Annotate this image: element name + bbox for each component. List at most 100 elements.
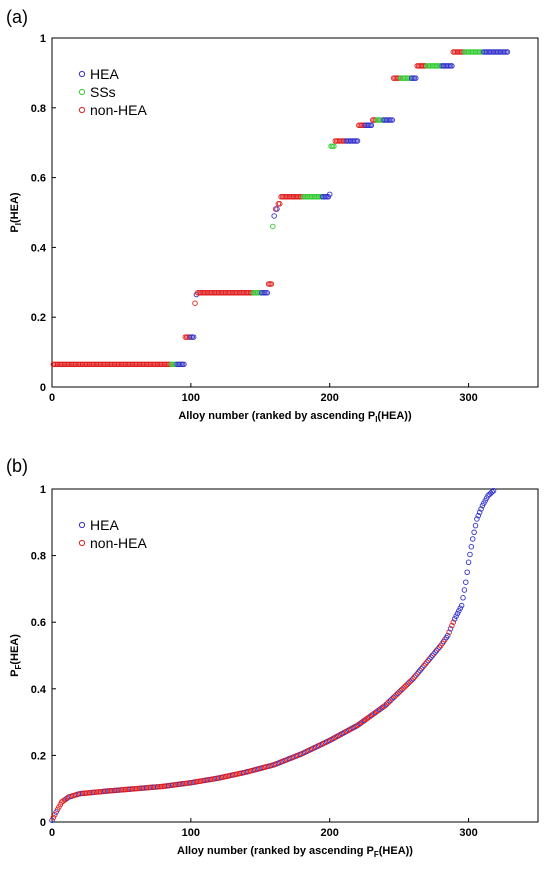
x-tick-label: 300	[459, 392, 477, 404]
y-axis-label: PI(HEA)	[9, 192, 23, 232]
data-point	[456, 608, 462, 614]
x-tick-label: 200	[321, 827, 339, 839]
y-tick-label: 0.4	[31, 242, 47, 254]
data-point	[432, 649, 438, 655]
legend: HEA SSs non-HEA	[78, 66, 147, 118]
legend-marker	[78, 70, 86, 78]
legend-label: HEA	[90, 66, 119, 82]
data-point	[368, 122, 375, 128]
data-point	[50, 814, 57, 821]
data-point	[181, 361, 187, 368]
data-point	[474, 516, 480, 522]
data-point	[457, 605, 463, 611]
data-point	[460, 595, 466, 601]
x-axis-label: Alloy number (ranked by ascending PF(HEA…	[177, 845, 413, 859]
data-point	[471, 529, 477, 536]
data-point	[429, 652, 436, 659]
data-point	[274, 206, 280, 212]
data-point	[413, 672, 419, 679]
data-point	[410, 676, 416, 682]
y-tick-label: 1	[40, 484, 46, 496]
x-tick-label: 200	[321, 392, 339, 404]
data-point	[264, 290, 270, 296]
x-tick-label: 0	[49, 392, 55, 404]
data-point	[428, 654, 434, 660]
y-axis-label: PF(HEA)	[9, 634, 23, 677]
data-point	[426, 656, 433, 662]
panel-a-label: (a)	[6, 7, 28, 27]
data-point	[414, 671, 420, 677]
data-point	[271, 213, 277, 219]
data-point	[424, 659, 430, 665]
y-tick-label: 0.2	[31, 750, 46, 762]
data-point	[436, 644, 443, 650]
data-point	[425, 657, 432, 664]
legend: HEA non-HEA	[78, 517, 147, 551]
data-point	[450, 619, 457, 625]
data-point	[49, 817, 55, 824]
panel-b-label: (b)	[6, 456, 28, 476]
data-point	[268, 281, 275, 287]
data-point	[431, 651, 437, 657]
data-point	[490, 487, 497, 494]
data-point	[504, 49, 511, 55]
chart-b: 0 0.2 0.4 0.6 0.8 1 0 100 200 300 Alloy number (ra…	[9, 484, 539, 859]
y-tick-label: 0.8	[31, 103, 46, 115]
y-tick-label: 0.2	[31, 312, 46, 324]
data-point	[467, 551, 473, 558]
legend-marker	[78, 88, 86, 96]
legend-marker	[78, 106, 86, 114]
data-point	[475, 512, 482, 519]
data-point	[469, 536, 476, 542]
data-point	[411, 674, 418, 680]
data-point	[468, 543, 475, 550]
data-point	[270, 223, 276, 230]
legend-label: non-HEA	[90, 535, 147, 551]
y-tick-label: 0.4	[31, 684, 47, 696]
data-point	[276, 201, 283, 207]
legend-label: HEA	[90, 517, 119, 533]
plot-frame	[51, 488, 539, 823]
data-point	[190, 334, 197, 340]
data-point	[418, 666, 425, 672]
data-point	[464, 569, 470, 575]
data-point	[454, 610, 461, 617]
y-tick-label: 0	[40, 817, 46, 829]
legend-label: SSs	[90, 84, 116, 100]
data-point	[489, 489, 495, 495]
x-tick-label: 100	[182, 392, 200, 404]
y-tick-label: 1	[40, 33, 46, 45]
x-tick-label: 0	[49, 827, 55, 839]
x-tick-label: 300	[459, 827, 477, 839]
data-point	[422, 661, 429, 667]
y-tick-label: 0.6	[31, 173, 46, 185]
legend-label: non-HEA	[90, 102, 147, 118]
y-tick-label: 0	[40, 382, 46, 394]
data-point	[449, 622, 455, 629]
y-tick-label: 0.6	[31, 617, 46, 629]
data-point	[449, 63, 455, 69]
data-point	[476, 509, 483, 516]
data-point	[433, 647, 440, 654]
y-tick-label: 0.8	[31, 551, 46, 563]
plot-frame	[51, 37, 539, 388]
x-tick-label: 100	[182, 827, 200, 839]
data-point	[419, 664, 426, 670]
data-point	[326, 191, 333, 198]
data-points	[49, 487, 497, 824]
x-axis-label: Alloy number (ranked by ascending PI(HEA…	[178, 410, 412, 424]
data-point	[453, 613, 459, 619]
data-point	[447, 626, 454, 632]
data-point	[413, 75, 419, 81]
data-point	[458, 602, 465, 609]
data-points	[50, 49, 511, 368]
data-point	[415, 669, 422, 675]
data-point	[52, 812, 58, 818]
chart-a: 0 0.2 0.4 0.6 0.8 1 0 100 200 300 Alloy number (ra…	[9, 33, 539, 424]
data-point	[417, 667, 423, 674]
data-point	[435, 646, 441, 652]
data-point	[444, 632, 451, 639]
data-point	[354, 138, 361, 144]
data-point	[478, 506, 484, 512]
data-point	[446, 629, 452, 635]
